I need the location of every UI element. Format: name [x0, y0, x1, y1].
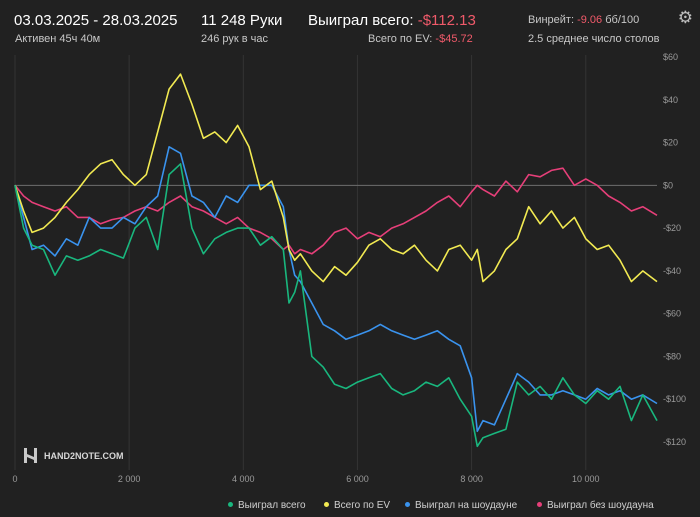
- x-tick-label: 0: [12, 474, 17, 484]
- x-tick-label: 4 000: [232, 474, 255, 484]
- legend-dot: [324, 501, 329, 507]
- legend-label: Выиграл без шоудауна: [547, 500, 654, 511]
- won-total-label: Выиграл всего:: [308, 12, 414, 29]
- x-tick-label: 10 000: [572, 474, 600, 484]
- legend-label: Выиграл всего: [238, 500, 306, 511]
- legend-dot: [537, 501, 542, 507]
- hands-count: 11 248 Руки: [201, 12, 283, 29]
- chart-legend: Выиграл всего Всего по EV Выиграл на шоу…: [0, 500, 700, 514]
- series-won-non-showdown-line: [14, 167, 658, 255]
- chart-grid: [14, 55, 657, 470]
- won-total-value: -$112.13: [417, 12, 476, 29]
- legend-item-won-showdown[interactable]: Выиграл на шоудауне: [405, 500, 517, 511]
- legend-item-won-total[interactable]: Выиграл всего: [228, 500, 306, 511]
- legend-dot: [405, 501, 410, 507]
- y-tick-label: -$80: [663, 351, 681, 361]
- hands-per-hour: 246 рук в час: [201, 33, 269, 45]
- chart-series: [14, 73, 658, 448]
- legend-item-ev-total[interactable]: Всего по EV: [324, 500, 390, 511]
- y-tick-label: -$40: [663, 266, 681, 276]
- ev-total-label: Всего по EV:: [368, 33, 433, 45]
- y-tick-label: $20: [663, 138, 678, 148]
- x-tick-label: 2 000: [118, 474, 141, 484]
- winrate: Винрейт: -9.06 бб/100: [528, 14, 639, 26]
- legend-label: Выиграл на шоудауне: [415, 500, 518, 511]
- y-tick-label: -$60: [663, 309, 681, 319]
- series-won-showdown-line: [14, 146, 658, 433]
- y-tick-label: $0: [663, 180, 673, 190]
- chart-axis-ticks: 0 2 000 4 000 6 000 8 000 10 000 $60 $40 $20 $0 -$…: [12, 52, 686, 484]
- y-tick-label: -$100: [663, 394, 686, 404]
- y-tick-label: $60: [663, 52, 678, 62]
- series-won-total-line: [14, 163, 658, 448]
- x-tick-label: 8 000: [460, 474, 483, 484]
- hand2note-logo: HAND2NOTE.COM: [24, 448, 124, 463]
- y-tick-label: -$20: [663, 223, 681, 233]
- y-tick-label: $40: [663, 95, 678, 105]
- avg-tables: 2.5 среднее число столов: [528, 33, 660, 45]
- ev-total-value: -$45.72: [435, 33, 473, 45]
- won-total: Выиграл всего: -$112.13: [308, 12, 476, 29]
- legend-label: Всего по EV: [334, 500, 391, 511]
- y-tick-label: -$120: [663, 437, 686, 447]
- active-time: Активен 45ч 40м: [15, 33, 101, 45]
- x-tick-label: 6 000: [346, 474, 369, 484]
- series-ev-total-line: [14, 73, 658, 283]
- winrate-unit: бб/100: [605, 14, 640, 26]
- legend-item-won-non-showdown[interactable]: Выиграл без шоудауна: [537, 500, 654, 511]
- legend-dot: [228, 501, 233, 507]
- ev-total: Всего по EV: -$45.72: [368, 33, 473, 45]
- winrate-value: -9.06: [577, 14, 603, 26]
- gear-icon[interactable]: ⚙: [677, 8, 693, 27]
- hand2note-logo-text: HAND2NOTE.COM: [44, 451, 124, 461]
- date-range: 03.03.2025 - 28.03.2025: [14, 12, 178, 29]
- winrate-label: Винрейт:: [528, 14, 575, 26]
